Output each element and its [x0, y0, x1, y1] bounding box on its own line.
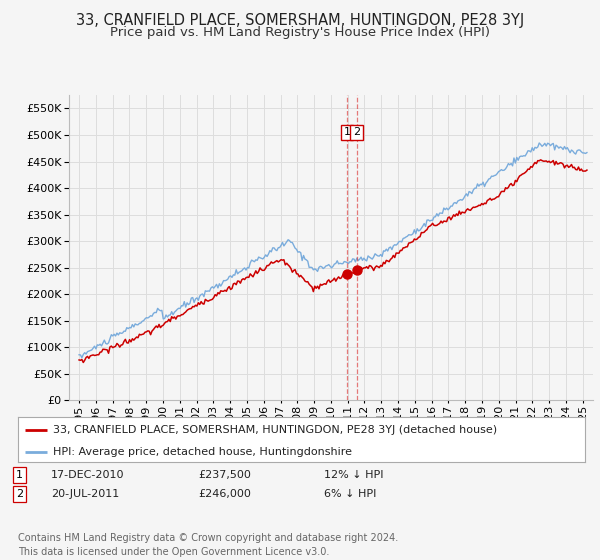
Text: 17-DEC-2010: 17-DEC-2010 [51, 470, 125, 480]
Text: 20-JUL-2011: 20-JUL-2011 [51, 489, 119, 499]
Text: 6% ↓ HPI: 6% ↓ HPI [324, 489, 376, 499]
Text: 2: 2 [353, 127, 361, 137]
Text: HPI: Average price, detached house, Huntingdonshire: HPI: Average price, detached house, Hunt… [53, 447, 352, 457]
Text: 33, CRANFIELD PLACE, SOMERSHAM, HUNTINGDON, PE28 3YJ (detached house): 33, CRANFIELD PLACE, SOMERSHAM, HUNTINGD… [53, 424, 497, 435]
Text: £246,000: £246,000 [198, 489, 251, 499]
Text: 2: 2 [16, 489, 23, 499]
Text: 1: 1 [344, 127, 350, 137]
Text: £237,500: £237,500 [198, 470, 251, 480]
Text: 33, CRANFIELD PLACE, SOMERSHAM, HUNTINGDON, PE28 3YJ: 33, CRANFIELD PLACE, SOMERSHAM, HUNTINGD… [76, 13, 524, 28]
Text: Price paid vs. HM Land Registry's House Price Index (HPI): Price paid vs. HM Land Registry's House … [110, 26, 490, 39]
Text: 12% ↓ HPI: 12% ↓ HPI [324, 470, 383, 480]
Text: 1: 1 [16, 470, 23, 480]
Text: Contains HM Land Registry data © Crown copyright and database right 2024.
This d: Contains HM Land Registry data © Crown c… [18, 533, 398, 557]
